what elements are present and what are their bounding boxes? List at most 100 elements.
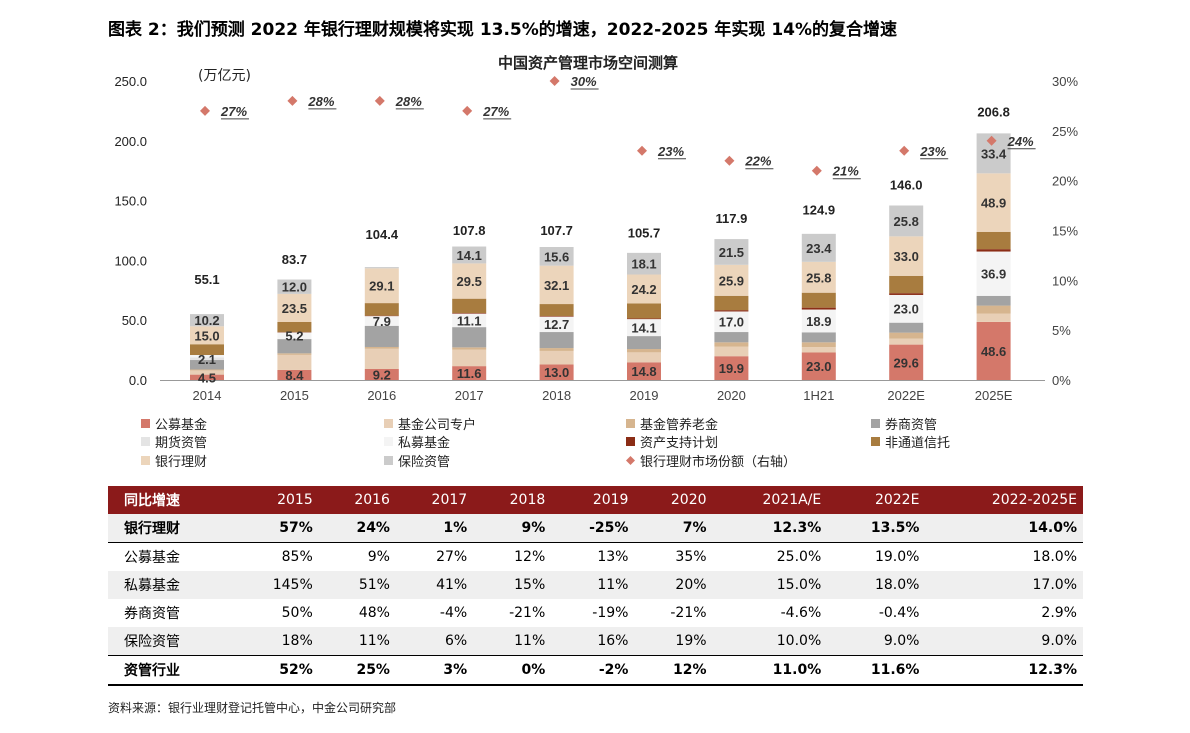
bar-segment [452, 349, 487, 367]
segment-value-label: 36.9 [981, 267, 1006, 282]
bar-segment [452, 313, 487, 314]
segment-value-label: 13.0 [544, 365, 569, 380]
table-cell: 12% [514, 549, 546, 565]
bar-segment [277, 339, 312, 354]
bar-segment [627, 352, 661, 363]
bar-segment [190, 357, 224, 361]
bar-segment [452, 246, 487, 264]
legend-swatch [141, 419, 150, 428]
table-cell: 15% [473, 571, 552, 599]
segment-value-label: 15.6 [544, 249, 569, 264]
bar-segment [714, 310, 749, 312]
market-share-point [200, 105, 210, 116]
bar-segment [801, 309, 836, 333]
segment-value-label: 18.1 [631, 257, 656, 272]
table-row: 银行理财 57% 24% 1% 9% -25% 7% 12.3% 13.5% 14.0% [108, 514, 1083, 543]
bar-segment [889, 344, 924, 380]
legend-label: 公募基金 [155, 417, 207, 433]
table-cell: 7% [634, 514, 713, 543]
right-tick-label: 10% [1052, 273, 1078, 288]
segment-value-label: 29.6 [894, 355, 919, 370]
table-cell: 11.6% [827, 655, 926, 686]
legend-label: 期货资管 [155, 435, 207, 451]
bar-segment [452, 263, 487, 299]
source-note: 资料来源：银行业理财登记托管中心，中金公司研究部 [108, 701, 397, 715]
bar-segment [627, 319, 661, 336]
table-cell: 13.5% [827, 514, 926, 543]
right-axis: 0% 5% 10% 15% 20% 25% 30% [1052, 74, 1078, 388]
bar-segment [539, 316, 574, 332]
bar-segment [976, 295, 1011, 306]
table-cell: 12% [634, 655, 713, 686]
bar-segment [539, 247, 574, 266]
market-share-point [811, 165, 822, 176]
bar-segment [801, 292, 836, 308]
legend-label: 资产支持计划 [640, 436, 718, 451]
bar-segment [277, 354, 312, 370]
left-tick-label: 50.0 [122, 313, 147, 328]
table-cell: 9% [367, 549, 390, 565]
table-cell: 9.0% [925, 627, 1083, 656]
market-share-point [899, 145, 910, 156]
market-share-point [287, 95, 298, 106]
bar-segment [976, 173, 1011, 232]
table-cell: 银行理财 [108, 514, 235, 543]
market-share-label: 30% [571, 74, 597, 89]
market-share-label: 23% [919, 144, 946, 159]
segment-value-label: 12.7 [544, 317, 569, 332]
legend-label: 基金公司专户 [398, 417, 476, 433]
bar-segment [889, 236, 924, 276]
bar-segment [452, 327, 487, 348]
table-cell: 0% [473, 655, 552, 686]
table-cell: 57% [234, 514, 319, 543]
total-value-label: 206.8 [977, 105, 1010, 120]
table-cell: 20% [634, 571, 713, 599]
segment-value-label: 5.2 [285, 329, 303, 344]
table-cell: 18.0% [827, 571, 926, 599]
growth-table-header-cell: 2022E [827, 486, 926, 514]
growth-table-header-cell: 同比增速 [108, 486, 235, 514]
growth-table-header-cell: 2015 [234, 486, 319, 514]
table-cell: -21% [509, 605, 546, 621]
growth-table-header-cell: 2016 [318, 486, 396, 514]
bar-segment [976, 313, 1011, 322]
bar-segment [889, 322, 924, 333]
bar-segment [539, 265, 574, 305]
segment-value-label: 33.0 [894, 249, 919, 264]
segment-value-label: 4.5 [198, 370, 216, 385]
segment-value-label: 21.5 [719, 245, 744, 260]
bar-segment [539, 304, 574, 317]
total-labels-layer: 55.1 83.7 104.4 107.8 107.7 105.7 117.9 124.9 14… [194, 105, 1010, 287]
total-value-label: 55.1 [194, 272, 219, 287]
bar-segment [627, 252, 661, 275]
bar-segment [190, 374, 224, 380]
right-tick-label: 25% [1052, 124, 1078, 139]
legend-swatch [626, 456, 635, 465]
bar-segment [889, 338, 924, 345]
bar-segment [452, 298, 487, 314]
table-cell: 6% [395, 627, 474, 656]
bar-segment [714, 264, 749, 296]
bar-segment [277, 321, 312, 333]
bar-segment [539, 316, 574, 317]
bar-segment [889, 294, 924, 323]
left-tick-label: 150.0 [114, 194, 147, 209]
segment-value-label: 7.9 [373, 314, 391, 329]
segment-value-label: 9.2 [373, 367, 391, 382]
left-tick-label: 250.0 [114, 74, 147, 89]
legend-label: 银行理财市场份额（右轴） [640, 454, 796, 470]
bar-segment [801, 261, 836, 293]
bar-segment [976, 231, 1011, 250]
segment-value-label: 2.1 [198, 352, 216, 367]
segment-value-label: 14.8 [631, 364, 656, 379]
bar-segment [714, 332, 749, 343]
total-value-label: 117.9 [715, 211, 747, 226]
market-share-label: 23% [657, 144, 684, 159]
unit-label: (万亿元) [198, 68, 251, 84]
right-tick-label: 15% [1052, 224, 1078, 239]
left-tick-label: 0.0 [129, 373, 147, 388]
table-cell: 公募基金 [124, 550, 180, 566]
market-share-point [986, 135, 997, 146]
market-share-point [724, 155, 735, 166]
table-cell: 24% [318, 514, 396, 543]
